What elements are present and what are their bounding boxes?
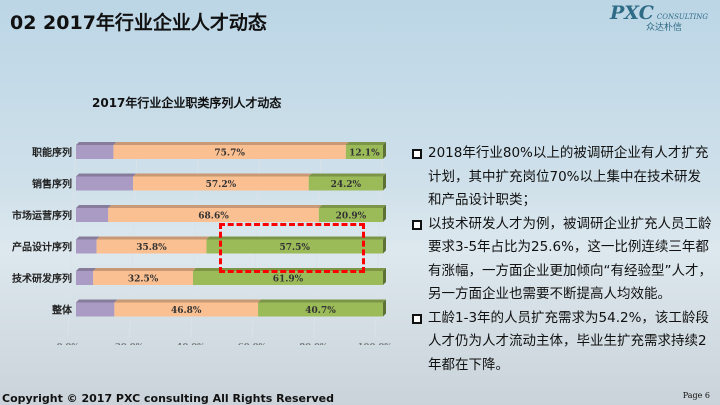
bar-top (114, 299, 262, 303)
chart-title: 2017年行业企业职类序列人才动态 (92, 96, 282, 110)
category-label: 市场运营序列 (12, 209, 72, 222)
bar-top (93, 268, 196, 271)
category-label: 技术研发序列 (12, 272, 72, 285)
bar-segment (76, 145, 114, 159)
notes-list: 2018年行业80%以上的被调研企业有人才扩充计划，其中扩充岗位70%以上集中在… (412, 142, 712, 377)
bar-top (76, 299, 118, 303)
bullet-square-icon (412, 219, 422, 230)
bar-side (383, 299, 386, 317)
category-label: 职能序列 (32, 146, 72, 159)
bar-segment (113, 145, 346, 159)
note-text: 工龄1-3年的人员扩充需求为54.2%，该工龄段人才仍为人才流动主体，毕业生扩充… (428, 309, 709, 373)
bar-segment (108, 208, 319, 222)
bar-side (383, 268, 386, 285)
bar-top (206, 236, 386, 240)
page-title: 02 2017年行业企业人才动态 (10, 12, 267, 34)
x-tick-label: 20.0% (115, 342, 144, 345)
data-label: 24.2% (331, 180, 362, 190)
bar-segment (76, 239, 97, 254)
data-label: 75.7% (214, 149, 245, 159)
data-label: 12.1% (349, 149, 380, 159)
category-label: 销售序列 (32, 178, 72, 191)
bar-segment (345, 145, 383, 159)
note-text: 以技术研发人才为例，被调研企业扩充人员工龄要求3-5年占比为25.6%，这一比例… (428, 215, 712, 303)
data-label: 68.6% (198, 212, 229, 222)
bar-segment (76, 176, 134, 191)
x-tick-label: 100.0% (358, 342, 393, 345)
note-text: 2018年行业80%以上的被调研企业有人才扩充计划，其中扩充岗位70%以上集中在… (428, 145, 709, 208)
bar-segment (192, 271, 383, 285)
data-label: 46.8% (171, 306, 202, 316)
bar-segment (76, 208, 109, 222)
note-item: 以技术研发人才为例，被调研企业扩充人员工龄要求3-5年占比为25.6%，这一比例… (412, 213, 712, 307)
bullet-square-icon (412, 313, 422, 324)
logo-sub: CONSULTING (656, 13, 708, 21)
bar-top (345, 142, 386, 145)
data-label: 57.5% (279, 243, 310, 253)
bar-side (383, 236, 386, 254)
bar-top (76, 173, 137, 177)
x-tick-label: 0.0% (57, 342, 80, 345)
bar-segment (206, 239, 383, 254)
logo: PXC CONSULTING 众达朴信 (610, 2, 708, 33)
logo-main: PXC (610, 2, 654, 24)
x-tick-label: 60.0% (238, 342, 267, 345)
bar-top (108, 205, 322, 208)
data-label: 40.7% (305, 306, 336, 316)
data-label: 61.9% (273, 275, 304, 285)
bar-top (76, 236, 100, 240)
bar-segment (76, 302, 115, 317)
bar-segment (114, 302, 259, 317)
bar-top (113, 142, 349, 145)
bar-segment (318, 208, 383, 222)
bar-top (308, 173, 386, 177)
bar-segment (96, 239, 207, 254)
copyright: Copyright © 2017 PXC consulting All Righ… (2, 392, 334, 405)
bar-top (76, 268, 97, 271)
category-label: 产品设计序列 (12, 241, 72, 254)
gridline (67, 141, 77, 338)
data-label: 32.5% (128, 275, 159, 285)
data-label: 35.8% (136, 243, 167, 253)
bar-top (318, 205, 386, 208)
bullet-square-icon (412, 149, 422, 159)
category-label: 整体 (51, 304, 73, 317)
bar-top (76, 205, 112, 208)
bar-side (383, 173, 386, 191)
bar-segment (76, 271, 94, 285)
bar-segment (308, 176, 383, 191)
logo-cn: 众达朴信 (646, 23, 683, 33)
note-item: 2018年行业80%以上的被调研企业有人才扩充计划，其中扩充岗位70%以上集中在… (412, 142, 712, 213)
data-label: 20.9% (336, 212, 367, 222)
note-item: 工龄1-3年的人员扩充需求为54.2%，该工龄段人才仍为人才流动主体，毕业生扩充… (412, 307, 712, 378)
bar-segment (258, 302, 383, 317)
x-tick-label: 40.0% (176, 342, 205, 345)
highlight-box (219, 223, 365, 273)
page-number: Page 6 (682, 391, 710, 400)
bar-side (383, 142, 386, 159)
bar-top (133, 173, 312, 177)
bar-top (258, 299, 386, 303)
bar-segment (133, 176, 309, 191)
bar-segment (93, 271, 193, 285)
bar-top (96, 236, 210, 240)
data-label: 57.2% (206, 180, 237, 190)
x-tick-label: 80.0% (299, 342, 328, 345)
bar-top (76, 142, 117, 145)
bar-side (383, 205, 386, 222)
stacked-bar-chart: 0.0% 20.0% 40.0% 60.0% 80.0% 100.0% 职能序列 75.7% 1… (12, 141, 393, 345)
